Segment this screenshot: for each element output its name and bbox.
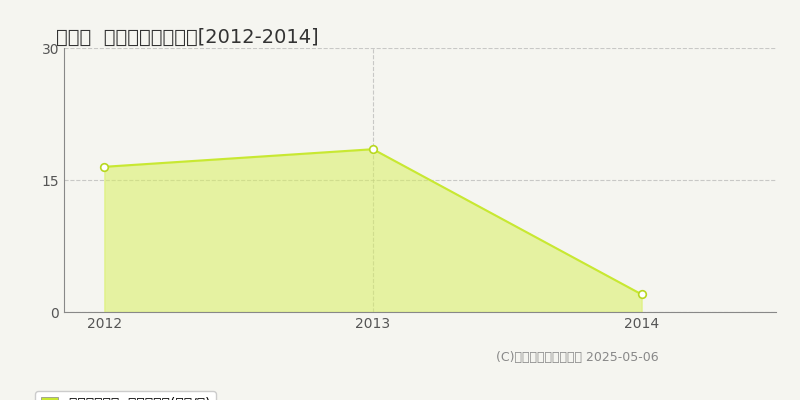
Point [98, 164, 110, 170]
Point [366, 146, 379, 152]
Text: 東川町  収益物件価格推移[2012-2014]: 東川町 収益物件価格推移[2012-2014] [56, 28, 318, 47]
Point [635, 291, 648, 298]
Text: (C)土地価格ドットコム 2025-05-06: (C)土地価格ドットコム 2025-05-06 [496, 351, 658, 364]
Legend: 収益物件価格  平均坪単価(万円/坪): 収益物件価格 平均坪単価(万円/坪) [35, 391, 216, 400]
